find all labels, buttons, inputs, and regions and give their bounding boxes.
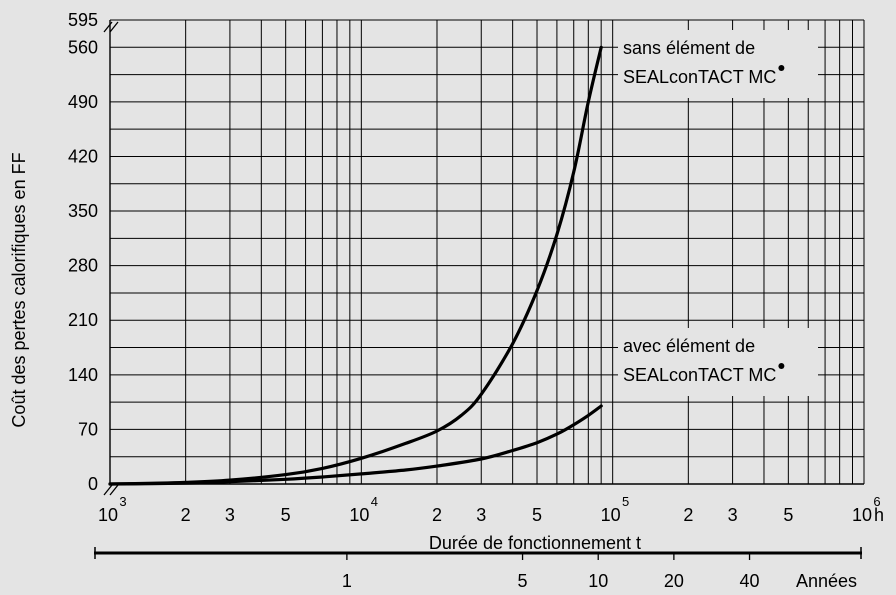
x-tick-exponent: 5 <box>622 494 629 509</box>
y-tick-label: 140 <box>68 365 98 385</box>
x-minor-tick-label: 5 <box>281 505 291 525</box>
x-minor-tick-label: 2 <box>181 505 191 525</box>
x-minor-tick-label: 3 <box>728 505 738 525</box>
y-tick-label: 420 <box>68 146 98 166</box>
y-tick-label: 70 <box>78 419 98 439</box>
registered-mark <box>778 363 785 369</box>
x-tick-label: 10 <box>852 505 872 525</box>
x-axis-unit: h <box>874 505 884 525</box>
tick-labels: 0701402102803504204905605951031041051062… <box>68 10 881 591</box>
secondary-tick-label: 5 <box>518 571 528 590</box>
y-tick-label: 0 <box>88 474 98 494</box>
axes <box>94 20 864 560</box>
y-tick-label: 490 <box>68 92 98 112</box>
x-tick-exponent: 4 <box>371 494 378 509</box>
x-minor-tick-label: 5 <box>532 505 542 525</box>
axis-break-mark <box>103 21 113 33</box>
y-tick-label: 350 <box>68 201 98 221</box>
y-tick-label: 210 <box>68 310 98 330</box>
secondary-tick-label: 20 <box>664 571 684 590</box>
y-axis-label: Coût des pertes calorifiques en FF <box>9 152 29 427</box>
secondary-axis-label: Années <box>796 571 857 590</box>
x-minor-tick-label: 2 <box>432 505 442 525</box>
series-annotation-line: SEALconTACT MC <box>623 365 776 385</box>
x-axis-label: Durée de fonctionnement t <box>429 533 641 553</box>
axis-break-mark <box>109 484 119 496</box>
x-minor-tick-label: 2 <box>683 505 693 525</box>
x-minor-tick-label: 3 <box>476 505 486 525</box>
axis-break-mark <box>103 484 113 496</box>
secondary-tick-label: 40 <box>740 571 760 590</box>
x-tick-exponent: 3 <box>119 494 126 509</box>
series-annotation-line: sans élément de <box>623 38 755 58</box>
registered-mark <box>778 65 785 71</box>
secondary-tick-label: 10 <box>588 571 608 590</box>
x-tick-exponent: 6 <box>873 494 880 509</box>
series-annotation-box <box>618 328 818 396</box>
series-annotation-box <box>618 30 818 98</box>
y-tick-label: 595 <box>68 10 98 30</box>
x-tick-label: 10 <box>601 505 621 525</box>
x-tick-label: 10 <box>98 505 118 525</box>
series-annotation-line: SEALconTACT MC <box>623 67 776 87</box>
secondary-tick-label: 1 <box>342 571 352 590</box>
series-annotations: sans élément de SEALconTACT MC avec élémen… <box>618 30 818 396</box>
y-tick-label: 560 <box>68 37 98 57</box>
series-annotation-line: avec élément de <box>623 336 755 356</box>
series-curves <box>108 45 603 486</box>
x-minor-tick-label: 5 <box>783 505 793 525</box>
y-tick-label: 280 <box>68 256 98 276</box>
series-curve-with <box>108 404 603 486</box>
x-minor-tick-label: 3 <box>225 505 235 525</box>
axis-break-mark <box>109 21 119 33</box>
x-tick-label: 10 <box>349 505 369 525</box>
